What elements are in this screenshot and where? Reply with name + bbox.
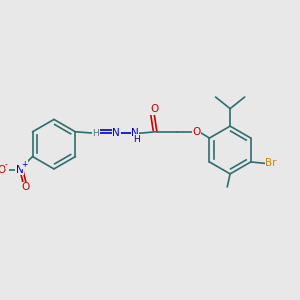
Text: N: N — [16, 165, 23, 175]
Text: -: - — [5, 160, 8, 169]
Text: O: O — [21, 182, 29, 192]
Text: H: H — [133, 135, 140, 144]
Text: H: H — [92, 129, 99, 138]
Text: N: N — [112, 128, 120, 138]
Text: O: O — [150, 104, 158, 114]
Text: N: N — [131, 128, 139, 138]
Text: O: O — [0, 165, 6, 175]
Text: O: O — [192, 127, 200, 137]
Text: +: + — [22, 160, 28, 169]
Text: Br: Br — [266, 158, 277, 168]
